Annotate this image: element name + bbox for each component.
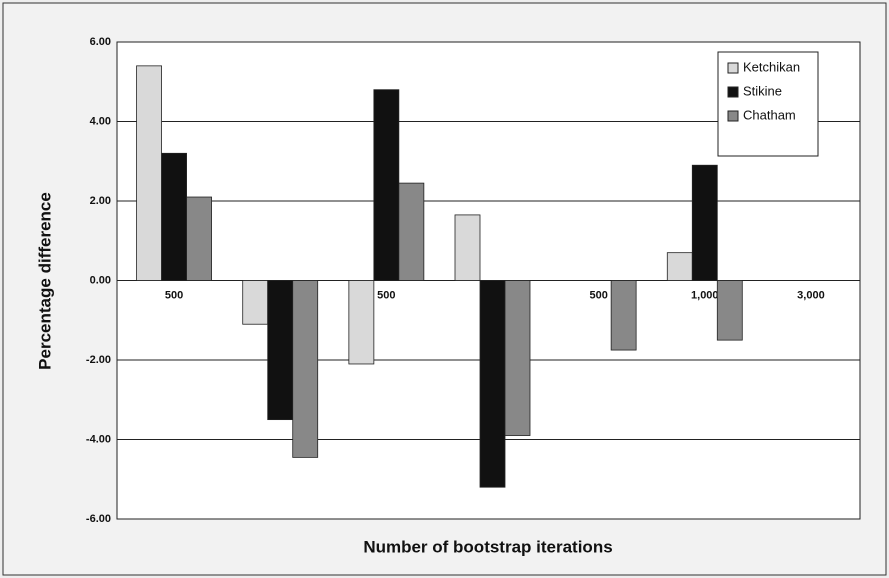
x-tick-label: 3,000 <box>797 289 825 301</box>
legend-label: Ketchikan <box>743 59 800 74</box>
x-tick-label: 500 <box>377 289 395 301</box>
y-tick-label: -2.00 <box>86 354 111 366</box>
bar <box>292 280 319 458</box>
x-tick-label: 1,000 <box>691 289 719 301</box>
bar <box>504 280 531 436</box>
y-tick-label: 2.00 <box>90 195 111 207</box>
legend-swatch <box>727 62 739 74</box>
bar <box>610 280 637 351</box>
bar <box>666 252 693 281</box>
bar <box>186 196 212 281</box>
y-tick-label: 4.00 <box>90 115 111 127</box>
bar <box>454 214 481 281</box>
y-tick-label: 0.00 <box>90 274 111 286</box>
y-tick-label: 6.00 <box>90 36 111 48</box>
bar <box>242 280 269 325</box>
y-tick-label: -6.00 <box>86 513 111 525</box>
bar <box>691 164 718 281</box>
legend-swatch <box>727 86 739 98</box>
y-tick-label: -4.00 <box>86 433 111 445</box>
legend-label: Chatham <box>743 107 796 122</box>
y-axis-label: Percentage difference <box>35 192 54 370</box>
bar <box>716 280 743 341</box>
x-tick-label: 500 <box>589 289 607 301</box>
x-tick-label: 500 <box>165 289 183 301</box>
legend-label: Stikine <box>743 83 782 98</box>
x-axis-label: Number of bootstrap iterations <box>363 537 612 556</box>
bar <box>479 280 506 488</box>
bar <box>161 152 187 281</box>
bar <box>373 89 400 281</box>
bar <box>348 280 375 365</box>
bar <box>267 280 294 421</box>
bar <box>398 182 425 281</box>
bar <box>136 65 162 281</box>
legend-swatch <box>727 110 739 122</box>
